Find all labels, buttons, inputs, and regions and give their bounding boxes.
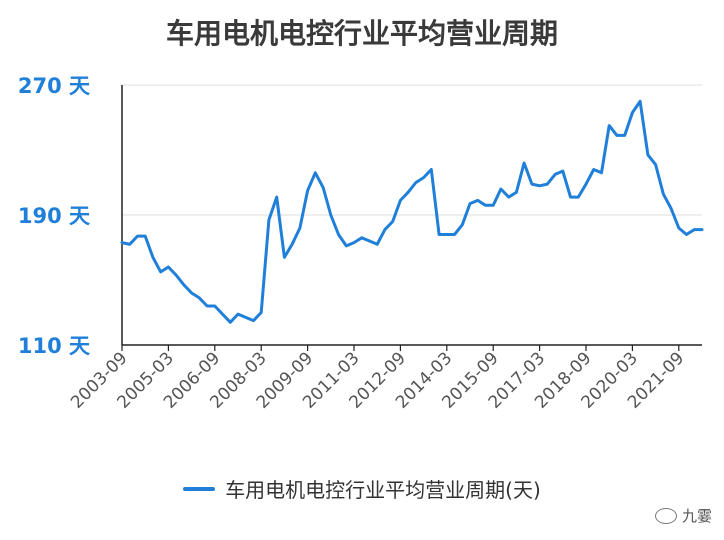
gridlines xyxy=(122,85,702,215)
y-tick-label: 190 天 xyxy=(18,204,91,228)
wechat-icon xyxy=(655,508,677,524)
legend: 车用电机电控行业平均营业周期(天) xyxy=(0,474,724,503)
axes xyxy=(122,85,702,351)
x-tick-labels: 2003-092005-032006-092008-032009-092011-… xyxy=(67,348,688,412)
watermark: 九霎 xyxy=(655,505,712,526)
y-tick-label: 270 天 xyxy=(18,74,91,98)
y-tick-label: 110 天 xyxy=(18,334,91,358)
series-line xyxy=(122,101,702,322)
legend-label: 车用电机电控行业平均营业周期(天) xyxy=(225,474,541,503)
series-group xyxy=(122,101,702,322)
legend-swatch xyxy=(183,487,215,491)
y-tick-labels: 110 天 190 天 270 天 xyxy=(18,74,91,358)
watermark-text: 九霎 xyxy=(682,505,712,526)
